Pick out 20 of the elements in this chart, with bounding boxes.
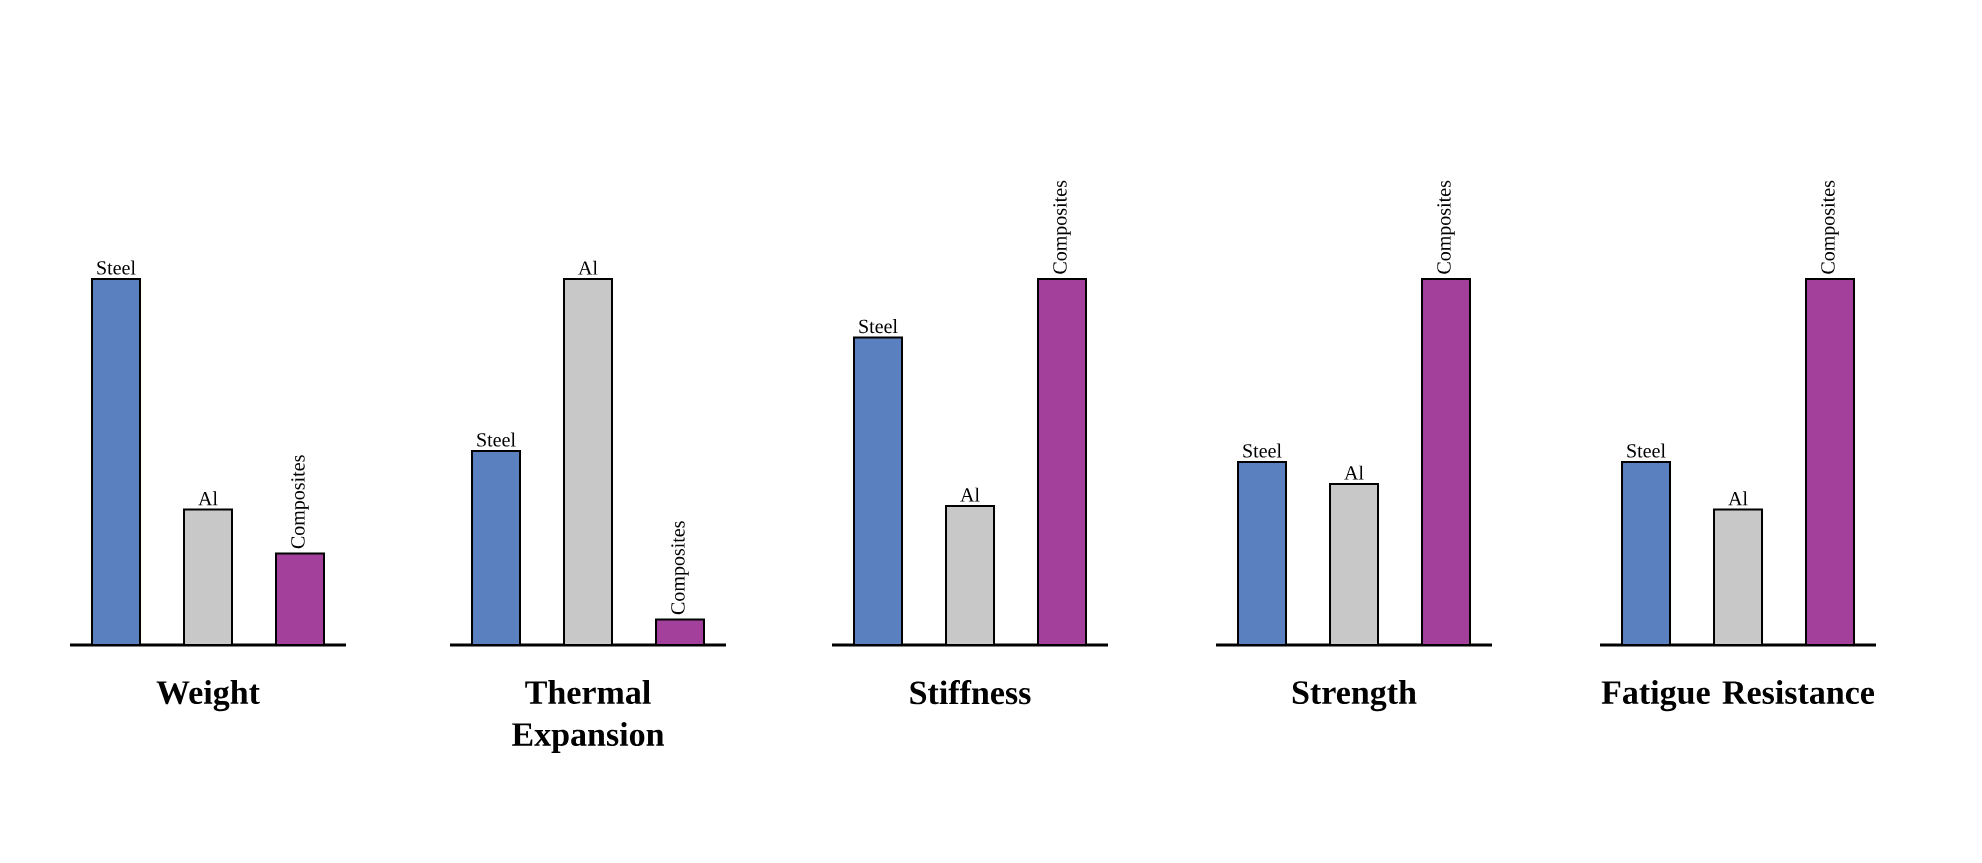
x-tick-label: Al	[578, 260, 598, 275]
text: Thermal Expansion	[512, 680, 665, 753]
x-tick-label: Composites	[291, 455, 309, 549]
x-tick-label: Steel	[477, 432, 516, 447]
x-tick-label: Composites	[671, 521, 689, 615]
x-tick-label: Composites	[1821, 180, 1839, 274]
text: Fatigue Resistance	[1601, 680, 1875, 712]
x-tick-label: Steel	[859, 319, 898, 334]
text: Stiffness	[910, 680, 1031, 705]
x-tick-label: Composites	[1437, 180, 1455, 274]
text: Weight	[156, 680, 260, 712]
x-tick-label: Al	[960, 487, 980, 502]
x-tick-label: Composites	[1053, 180, 1071, 274]
text: Strength	[1292, 680, 1417, 712]
x-tick-label: Steel	[1627, 443, 1666, 458]
x-tick-label: Al	[198, 491, 218, 506]
x-tick-label: Steel	[1243, 443, 1282, 458]
x-tick-label: Al	[1728, 491, 1748, 506]
x-tick-label: Steel	[97, 260, 136, 275]
x-tick-label: Al	[1344, 465, 1364, 480]
